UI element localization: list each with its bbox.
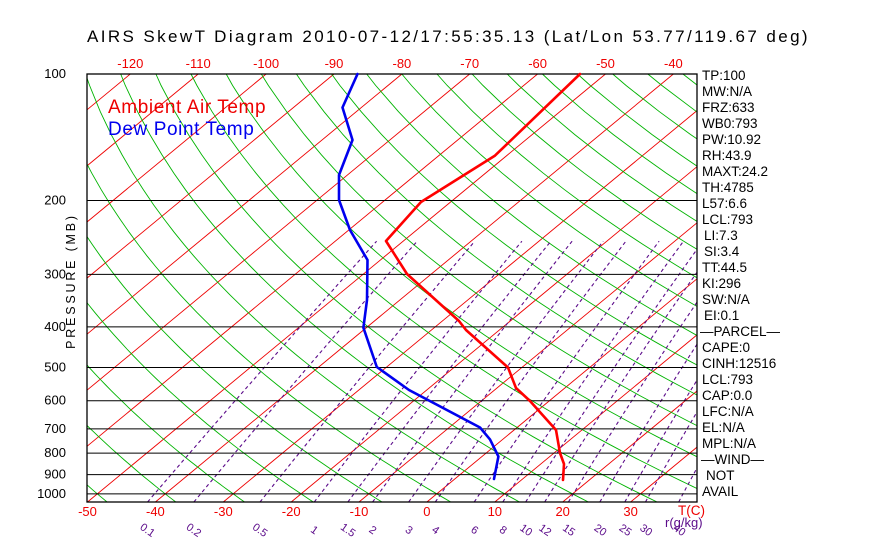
svg-text:-110: -110 [186,56,211,71]
svg-text:NOT: NOT [706,468,735,483]
svg-text:100: 100 [44,66,66,81]
svg-text:-120: -120 [117,56,143,71]
svg-text:300: 300 [44,266,66,281]
svg-text:L57:6.6: L57:6.6 [702,196,747,211]
svg-text:SW:N/A: SW:N/A [702,292,750,307]
svg-text:CAP:0.0: CAP:0.0 [702,388,752,403]
svg-text:-10: -10 [350,504,369,519]
svg-text:EL:N/A: EL:N/A [702,420,745,435]
svg-text:—WIND—: —WIND— [701,452,764,467]
svg-text:TT:44.5: TT:44.5 [702,260,747,275]
svg-text:KI:296: KI:296 [702,276,741,291]
svg-text:CAPE:0: CAPE:0 [702,340,750,355]
svg-text:-40: -40 [146,504,165,519]
svg-text:400: 400 [44,319,66,334]
svg-text:WB0:793: WB0:793 [702,116,758,131]
svg-text:-50: -50 [596,56,615,71]
svg-text:-60: -60 [528,56,547,71]
svg-text:LCL:793: LCL:793 [702,212,753,227]
svg-text:AVAIL: AVAIL [702,484,739,499]
svg-text:-30: -30 [214,504,233,519]
svg-text:RH:43.9: RH:43.9 [702,148,752,163]
svg-text:PRESSURE (MB): PRESSURE (MB) [64,213,78,349]
svg-text:LI:7.3: LI:7.3 [704,228,738,243]
svg-text:EI:0.1: EI:0.1 [704,308,739,323]
svg-text:-70: -70 [460,56,479,71]
svg-text:800: 800 [44,445,66,460]
svg-text:20: 20 [555,504,569,519]
svg-text:30: 30 [623,504,637,519]
svg-text:PW:10.92: PW:10.92 [702,132,761,147]
svg-text:200: 200 [44,193,66,208]
svg-text:-80: -80 [393,56,412,71]
svg-text:CINH:12516: CINH:12516 [702,356,776,371]
svg-text:MPL:N/A: MPL:N/A [702,436,756,451]
svg-text:-50: -50 [78,504,97,519]
svg-text:-20: -20 [282,504,301,519]
svg-text:-100: -100 [253,56,279,71]
svg-text:0: 0 [423,504,430,519]
svg-text:-40: -40 [664,56,683,71]
svg-text:700: 700 [44,421,66,436]
svg-text:Dew Point Temp: Dew Point Temp [108,119,254,140]
svg-text:-90: -90 [325,56,344,71]
svg-text:SI:3.4: SI:3.4 [704,244,740,259]
svg-text:r(g/kg): r(g/kg) [665,515,703,530]
svg-text:500: 500 [44,360,66,375]
svg-text:FRZ:633: FRZ:633 [702,100,755,115]
svg-text:AIRS SkewT Diagram 2010-07-12/: AIRS SkewT Diagram 2010-07-12/17:55:35.1… [87,27,810,46]
svg-text:LCL:793: LCL:793 [702,372,753,387]
svg-text:900: 900 [44,467,66,482]
svg-text:MAXT:24.2: MAXT:24.2 [702,164,768,179]
svg-text:1000: 1000 [37,486,66,501]
svg-text:—PARCEL—: —PARCEL— [700,324,781,339]
svg-text:10: 10 [488,504,502,519]
svg-text:MW:N/A: MW:N/A [702,84,752,99]
svg-text:TP:100: TP:100 [702,68,746,83]
svg-text:Ambient Air Temp: Ambient Air Temp [108,97,266,118]
svg-text:TH:4785: TH:4785 [702,180,754,195]
svg-text:LFC:N/A: LFC:N/A [702,404,754,419]
svg-text:600: 600 [44,393,66,408]
